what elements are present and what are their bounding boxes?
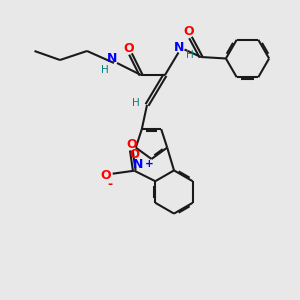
Text: O: O [124,41,134,55]
Text: O: O [129,148,139,161]
Text: O: O [126,138,136,151]
Text: +: + [145,159,154,169]
Text: N: N [133,158,143,171]
Text: N: N [107,52,117,65]
Text: N: N [174,41,184,54]
Text: H: H [186,50,194,61]
Text: O: O [101,169,111,182]
Text: H: H [101,64,109,75]
Text: H: H [132,98,140,109]
Text: O: O [184,25,194,38]
Text: -: - [107,178,112,191]
